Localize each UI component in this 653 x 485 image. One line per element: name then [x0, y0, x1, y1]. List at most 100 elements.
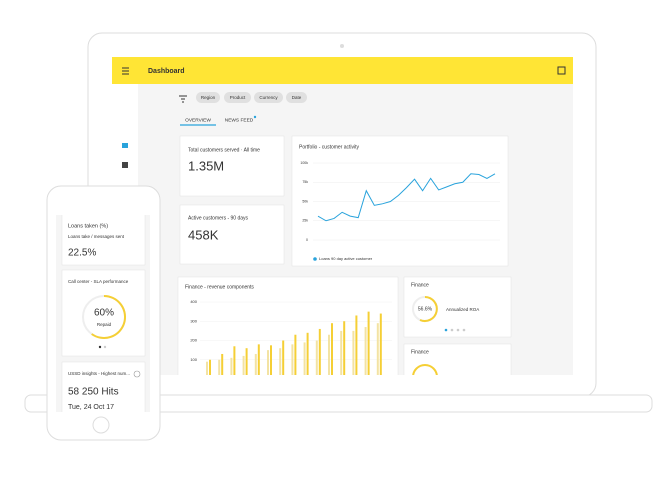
- camera: [340, 44, 344, 48]
- y-tick-label: 100: [190, 357, 197, 362]
- card: [179, 135, 285, 197]
- news-badge: [253, 115, 257, 119]
- tab[interactable]: NEWS FEED: [225, 117, 254, 123]
- bar: [257, 344, 260, 375]
- bar: [291, 344, 294, 375]
- card-title: Call center - SLA performance: [68, 279, 129, 284]
- home-button[interactable]: [92, 416, 110, 434]
- bar: [279, 348, 282, 375]
- screen: Dashboard Region Product Currency Date OVER…: [112, 57, 573, 375]
- bar: [303, 342, 306, 375]
- chart-title: Portfolio - customer activity: [299, 144, 360, 150]
- card-label: Active customers - 90 days: [188, 215, 249, 221]
- tab[interactable]: OVERVIEW: [185, 117, 211, 123]
- y-tick-label: 400: [190, 299, 197, 304]
- gauge-arc: [412, 364, 438, 375]
- filter-chip[interactable]: [254, 92, 283, 103]
- exit-icon[interactable]: [557, 66, 566, 75]
- bar: [355, 315, 358, 375]
- y-tick-label: 25k: [302, 219, 308, 223]
- bar: [367, 311, 370, 375]
- bar: [328, 334, 330, 375]
- y-tick-label: 200: [190, 338, 197, 343]
- bar-card: [177, 276, 399, 375]
- bar: [376, 323, 379, 375]
- app-bar: [112, 57, 573, 84]
- card: [403, 343, 512, 375]
- pager[interactable]: [444, 328, 466, 332]
- line-card: [291, 135, 509, 267]
- bar: [318, 328, 321, 375]
- gauge-label: Annualized ROA: [446, 307, 479, 312]
- phone-screen: Loans taken (%) Loans take / messages se…: [56, 215, 150, 412]
- side-icon[interactable]: [122, 162, 128, 168]
- side-icon[interactable]: [122, 143, 128, 148]
- bar: [331, 323, 333, 375]
- bar: [206, 361, 208, 375]
- bar: [270, 345, 272, 375]
- card-value: 58 250 Hits: [68, 387, 119, 398]
- gauge-arc: [419, 296, 438, 322]
- card-date: Tue, 24 Oct 17: [68, 404, 114, 411]
- bar: [267, 350, 269, 375]
- menu-icon[interactable]: [122, 67, 129, 75]
- bar: [233, 346, 236, 375]
- card-value: 1.35M: [188, 158, 224, 173]
- bar: [221, 353, 224, 375]
- y-tick-label: 75k: [302, 180, 308, 184]
- card-label: Loans take / messages sent: [68, 234, 125, 239]
- card: [61, 215, 146, 266]
- card-label: Total customers served · All time: [188, 147, 260, 153]
- app-title: Dashboard: [148, 68, 185, 75]
- card-title: Finance: [411, 282, 429, 288]
- bar: [340, 330, 343, 375]
- gauge-value: 60%: [94, 308, 114, 319]
- info-icon[interactable]: [133, 370, 141, 378]
- bar: [294, 334, 297, 375]
- filter-label: Region: [201, 95, 216, 100]
- bar: [218, 359, 221, 375]
- filter-label: Currency: [259, 95, 278, 100]
- pager[interactable]: [98, 345, 107, 349]
- legend-label: Loans 90 day active customer: [319, 256, 373, 261]
- card: [61, 269, 146, 357]
- bar: [282, 340, 285, 375]
- card: [61, 361, 146, 412]
- filter-chip[interactable]: [286, 92, 307, 103]
- legend-marker: [313, 257, 317, 261]
- card-title: Finance: [411, 349, 429, 355]
- card-value: 458K: [188, 227, 219, 242]
- card: [403, 276, 512, 338]
- card-title: USSD insights - Highest num...: [68, 371, 130, 376]
- bar: [245, 348, 248, 375]
- gauge-label: Repaid: [97, 322, 112, 327]
- bar: [379, 313, 382, 375]
- gauge-arc: [91, 295, 127, 339]
- gauge-value: 56.6%: [418, 306, 433, 312]
- filter-icon[interactable]: [179, 95, 187, 103]
- bar: [230, 357, 233, 375]
- bar: [315, 340, 318, 375]
- filter-chip[interactable]: [224, 92, 251, 103]
- card-title: Loans taken (%): [68, 223, 108, 229]
- y-tick-label: 0: [306, 238, 308, 242]
- y-tick-label: 50k: [302, 199, 308, 203]
- card: [179, 204, 285, 265]
- filter-chip[interactable]: [196, 92, 220, 103]
- bar: [242, 355, 245, 375]
- bar: [343, 321, 346, 375]
- line-series: [317, 173, 496, 222]
- chart-title: Finance - revenue components: [185, 284, 254, 290]
- filter-label: Product: [230, 95, 246, 100]
- filter-label: Date: [292, 95, 302, 100]
- y-tick-label: 100k: [300, 161, 308, 165]
- card-value: 22.5%: [68, 248, 96, 259]
- y-tick-label: 300: [190, 318, 197, 323]
- bar: [352, 330, 355, 375]
- bar: [209, 359, 211, 375]
- bar: [306, 332, 309, 375]
- bar: [364, 327, 367, 375]
- bar: [254, 353, 257, 375]
